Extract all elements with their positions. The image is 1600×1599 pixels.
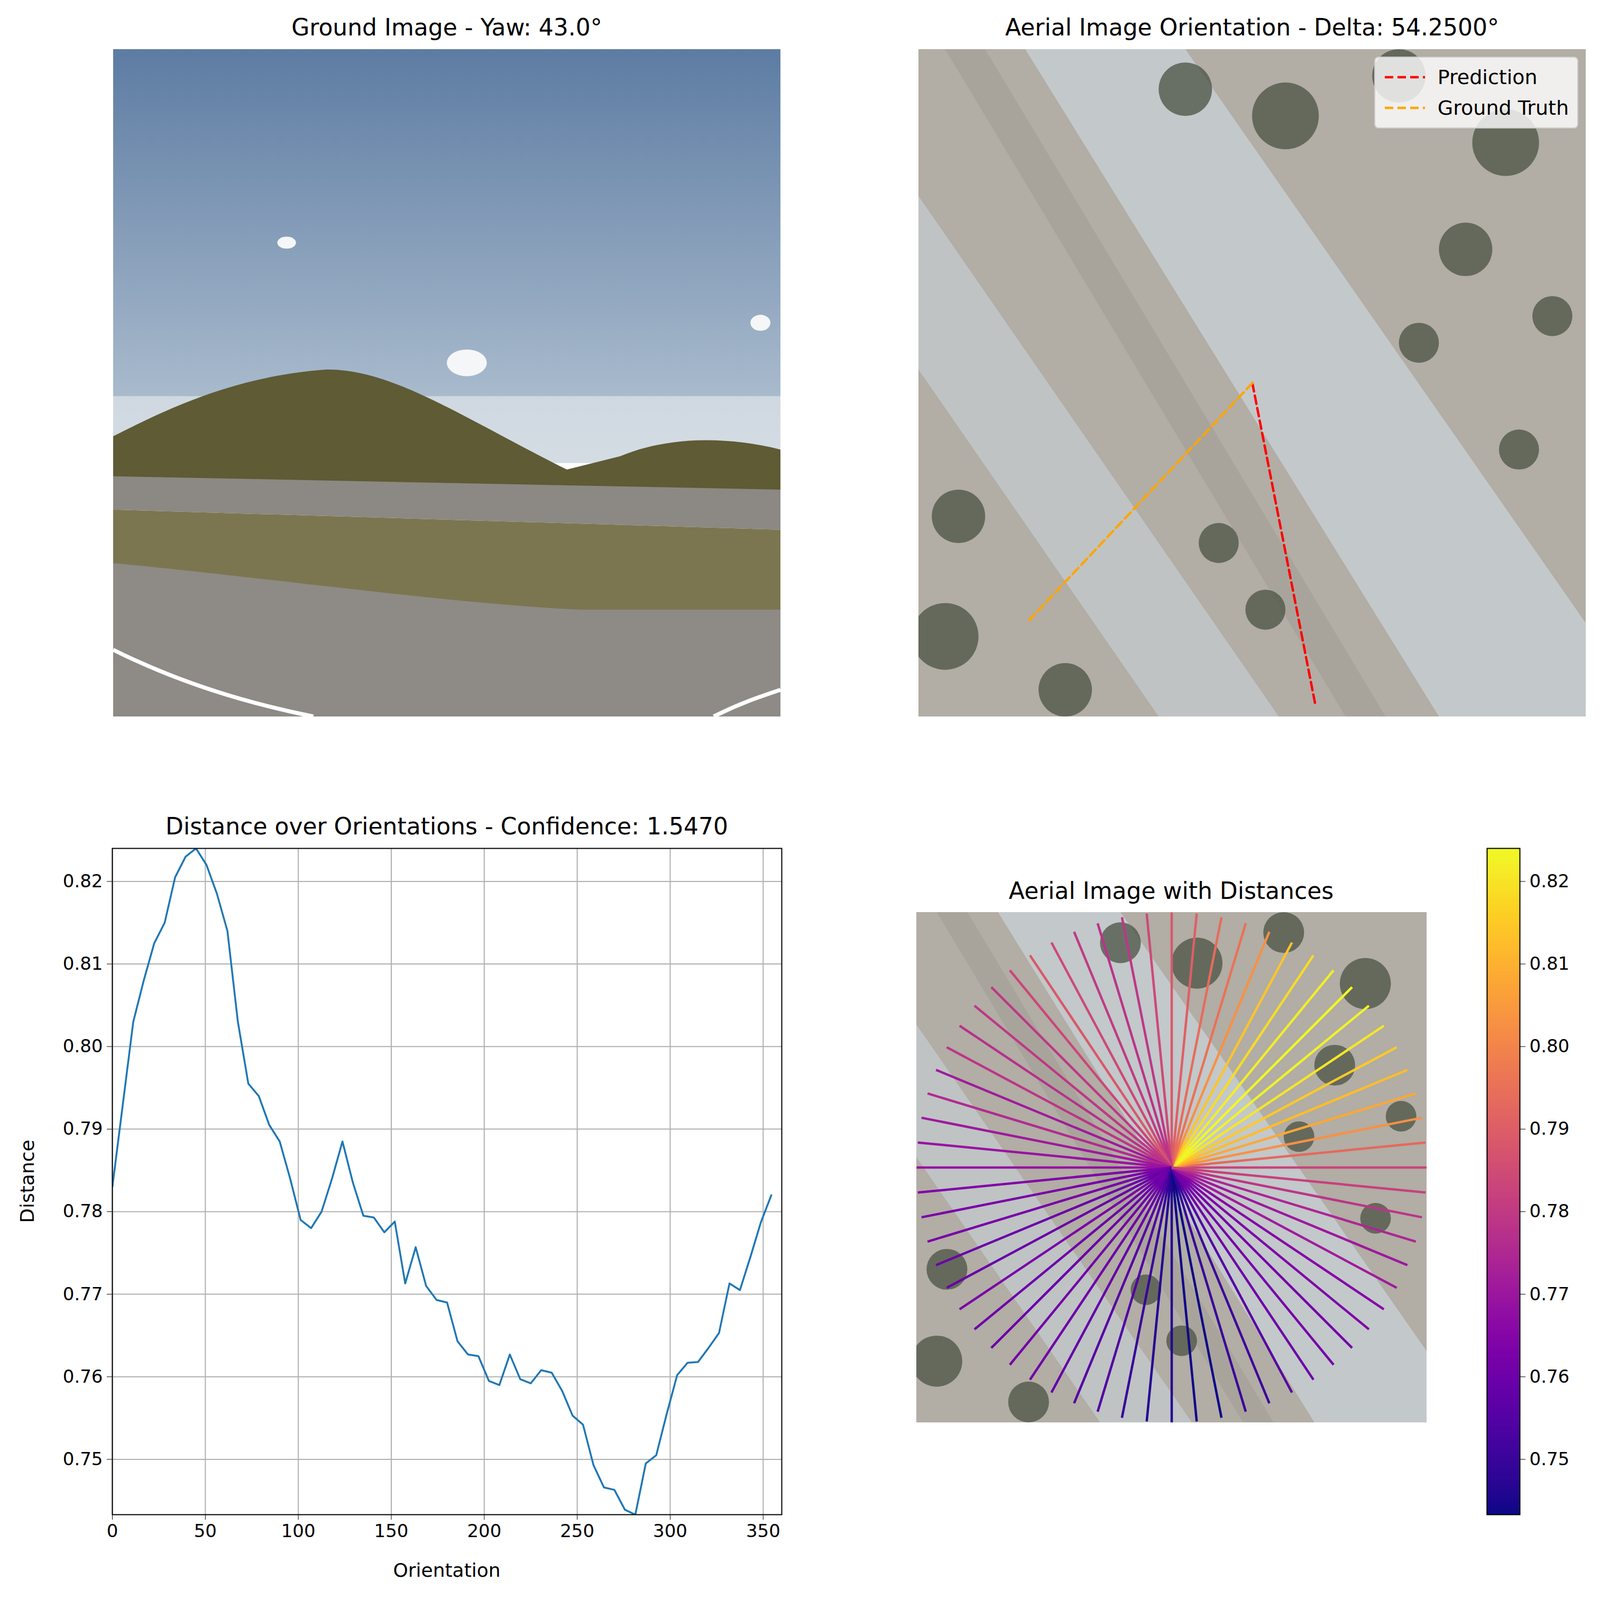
html-text:Distance over Orientations - C: Distance over Orientations - Confidence:… <box>165 812 729 840</box>
svg-text:0.78: 0.78 <box>62 1200 104 1222</box>
svg-text:0.78: 0.78 <box>1529 1200 1570 1222</box>
html-text:Distance: Distance <box>16 1139 39 1223</box>
svg-text:0.76: 0.76 <box>1529 1365 1570 1387</box>
svg-text:100: 100 <box>281 1520 316 1542</box>
svg-text:0.81: 0.81 <box>62 952 104 974</box>
svg-text:150: 150 <box>374 1520 409 1542</box>
svg-text:200: 200 <box>466 1520 502 1542</box>
svg-text:300: 300 <box>653 1520 688 1542</box>
html-text:Aerial Image Orientation - Del: Aerial Image Orientation - Delta: 54.250… <box>1005 13 1500 41</box>
svg-text:0.80: 0.80 <box>1529 1035 1570 1057</box>
html-text:Orientation: Orientation <box>393 1559 501 1581</box>
svg-text:350: 350 <box>746 1520 781 1542</box>
svg-text:0.82: 0.82 <box>1529 870 1570 892</box>
svg-text:50: 50 <box>194 1520 217 1542</box>
svg-text:0.75: 0.75 <box>1529 1448 1570 1470</box>
svg-text:0.79: 0.79 <box>1529 1117 1570 1139</box>
svg-text:0.79: 0.79 <box>62 1117 104 1139</box>
html-text:Ground Truth: Ground Truth <box>1437 96 1569 120</box>
svg-text:250: 250 <box>559 1520 595 1542</box>
svg-text:0.76: 0.76 <box>62 1365 104 1387</box>
svg-text:0: 0 <box>106 1520 119 1542</box>
svg-text:0.80: 0.80 <box>62 1035 104 1057</box>
html-text:Ground Image - Yaw: 43.0°: Ground Image - Yaw: 43.0° <box>291 13 603 41</box>
html-text:Prediction: Prediction <box>1437 65 1538 89</box>
html-text:Aerial Image with Distances: Aerial Image with Distances <box>1008 877 1334 905</box>
svg-text:0.75: 0.75 <box>62 1448 104 1470</box>
svg-text:0.81: 0.81 <box>1529 952 1570 974</box>
svg-text:0.77: 0.77 <box>62 1283 104 1305</box>
svg-text:0.82: 0.82 <box>62 870 104 892</box>
svg-text:0.77: 0.77 <box>1529 1283 1570 1305</box>
